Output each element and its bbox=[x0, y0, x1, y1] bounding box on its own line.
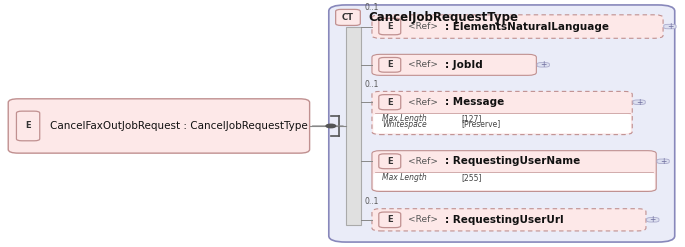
Text: 0..1: 0..1 bbox=[364, 197, 379, 206]
Text: 0..1: 0..1 bbox=[364, 3, 379, 12]
FancyBboxPatch shape bbox=[372, 91, 632, 135]
FancyBboxPatch shape bbox=[373, 173, 655, 190]
FancyBboxPatch shape bbox=[373, 114, 631, 133]
FancyBboxPatch shape bbox=[8, 99, 310, 153]
FancyBboxPatch shape bbox=[379, 58, 401, 72]
Text: : Message: : Message bbox=[445, 97, 504, 107]
Text: E: E bbox=[387, 157, 393, 166]
Text: E: E bbox=[25, 122, 31, 130]
Text: E: E bbox=[387, 60, 393, 69]
Bar bbox=[346, 27, 361, 225]
Text: E: E bbox=[387, 22, 393, 31]
FancyBboxPatch shape bbox=[372, 15, 663, 38]
FancyBboxPatch shape bbox=[372, 54, 536, 75]
FancyBboxPatch shape bbox=[336, 9, 360, 25]
Text: CancelJobRequestType: CancelJobRequestType bbox=[369, 11, 519, 24]
Text: +: + bbox=[636, 98, 643, 107]
Text: <Ref>: <Ref> bbox=[408, 157, 438, 166]
Text: <Ref>: <Ref> bbox=[408, 98, 438, 107]
Text: E: E bbox=[387, 98, 393, 107]
Text: +: + bbox=[660, 157, 667, 166]
Text: Max Length: Max Length bbox=[382, 114, 427, 123]
Text: +: + bbox=[649, 215, 656, 224]
Text: Whitespace: Whitespace bbox=[382, 120, 427, 129]
Text: 0..1: 0..1 bbox=[364, 80, 379, 89]
Text: [Preserve]: [Preserve] bbox=[461, 120, 500, 129]
FancyBboxPatch shape bbox=[372, 151, 656, 191]
Text: : ElementsNaturalLanguage: : ElementsNaturalLanguage bbox=[445, 21, 609, 32]
FancyBboxPatch shape bbox=[329, 5, 675, 242]
FancyBboxPatch shape bbox=[379, 212, 401, 228]
Text: <Ref>: <Ref> bbox=[408, 215, 438, 224]
Text: : JobId: : JobId bbox=[445, 60, 483, 70]
FancyBboxPatch shape bbox=[664, 24, 676, 29]
Text: Max Length: Max Length bbox=[382, 173, 427, 182]
Text: : RequestingUserUrl: : RequestingUserUrl bbox=[445, 215, 564, 225]
Text: <Ref>: <Ref> bbox=[408, 60, 438, 69]
Text: [255]: [255] bbox=[461, 173, 482, 182]
FancyBboxPatch shape bbox=[379, 18, 401, 35]
Text: +: + bbox=[667, 22, 673, 31]
FancyBboxPatch shape bbox=[379, 95, 401, 110]
Text: +: + bbox=[540, 60, 547, 69]
Text: : RequestingUserName: : RequestingUserName bbox=[445, 156, 580, 166]
FancyBboxPatch shape bbox=[372, 209, 646, 231]
FancyBboxPatch shape bbox=[537, 63, 549, 67]
Text: <Ref>: <Ref> bbox=[408, 22, 438, 31]
FancyBboxPatch shape bbox=[379, 154, 401, 169]
FancyBboxPatch shape bbox=[633, 100, 645, 104]
Circle shape bbox=[326, 124, 336, 128]
Text: CancelFaxOutJobRequest : CancelJobRequestType: CancelFaxOutJobRequest : CancelJobReques… bbox=[50, 121, 308, 131]
FancyBboxPatch shape bbox=[16, 111, 40, 141]
FancyBboxPatch shape bbox=[657, 159, 669, 164]
Text: [127]: [127] bbox=[461, 114, 482, 123]
FancyBboxPatch shape bbox=[647, 218, 659, 222]
Text: E: E bbox=[387, 215, 393, 224]
Text: CT: CT bbox=[342, 13, 354, 22]
